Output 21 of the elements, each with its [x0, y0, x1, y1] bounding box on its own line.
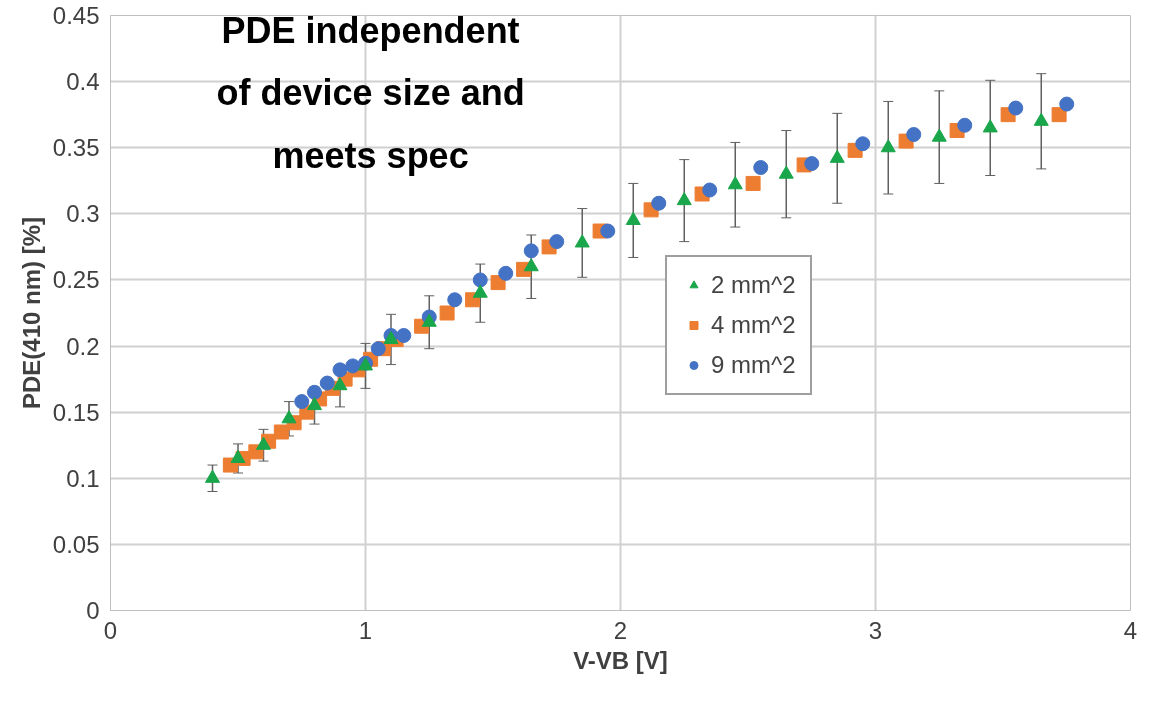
x-tick-label: 2 — [613, 616, 628, 644]
y-tick-label: 0.35 — [52, 134, 100, 162]
y-tick-label: 0.1 — [66, 464, 100, 492]
x-tick-label: 1 — [358, 616, 373, 644]
legend-label: 9 mm^2 — [711, 351, 796, 379]
text: PDE independent of device size and meets spec — [216, 9, 525, 176]
y-tick-label: 0.05 — [52, 530, 100, 558]
x-axis-title: V-VB [V] — [573, 646, 668, 674]
legend-label: 4 mm^2 — [711, 311, 796, 339]
y-tick-label: 0 — [86, 597, 100, 624]
y-tick-label: 0.3 — [66, 200, 100, 228]
x-tick-label: 4 — [1123, 616, 1138, 644]
y-tick-label: 0.25 — [52, 266, 100, 294]
legend-label: 2 mm^2 — [711, 271, 796, 299]
x-tick-label: 0 — [103, 616, 118, 644]
y-tick-label: 0.4 — [66, 68, 100, 96]
y-axis-title: PDE(410 nm) [%] — [17, 216, 45, 410]
x-tick-label: 3 — [868, 616, 883, 644]
y-tick-label: 0.2 — [66, 332, 100, 360]
y-tick-label: 0.45 — [52, 2, 100, 29]
y-tick-label: 0.15 — [52, 398, 100, 426]
